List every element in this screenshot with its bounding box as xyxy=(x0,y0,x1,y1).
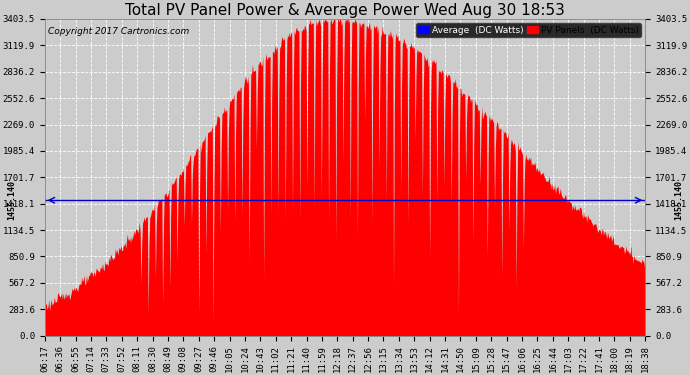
Text: 1455.140: 1455.140 xyxy=(673,180,683,220)
Title: Total PV Panel Power & Average Power Wed Aug 30 18:53: Total PV Panel Power & Average Power Wed… xyxy=(125,3,565,18)
Text: Copyright 2017 Cartronics.com: Copyright 2017 Cartronics.com xyxy=(48,27,189,36)
Legend: Average  (DC Watts), PV Panels  (DC Watts): Average (DC Watts), PV Panels (DC Watts) xyxy=(416,24,641,37)
Text: 1455.140: 1455.140 xyxy=(7,180,17,220)
